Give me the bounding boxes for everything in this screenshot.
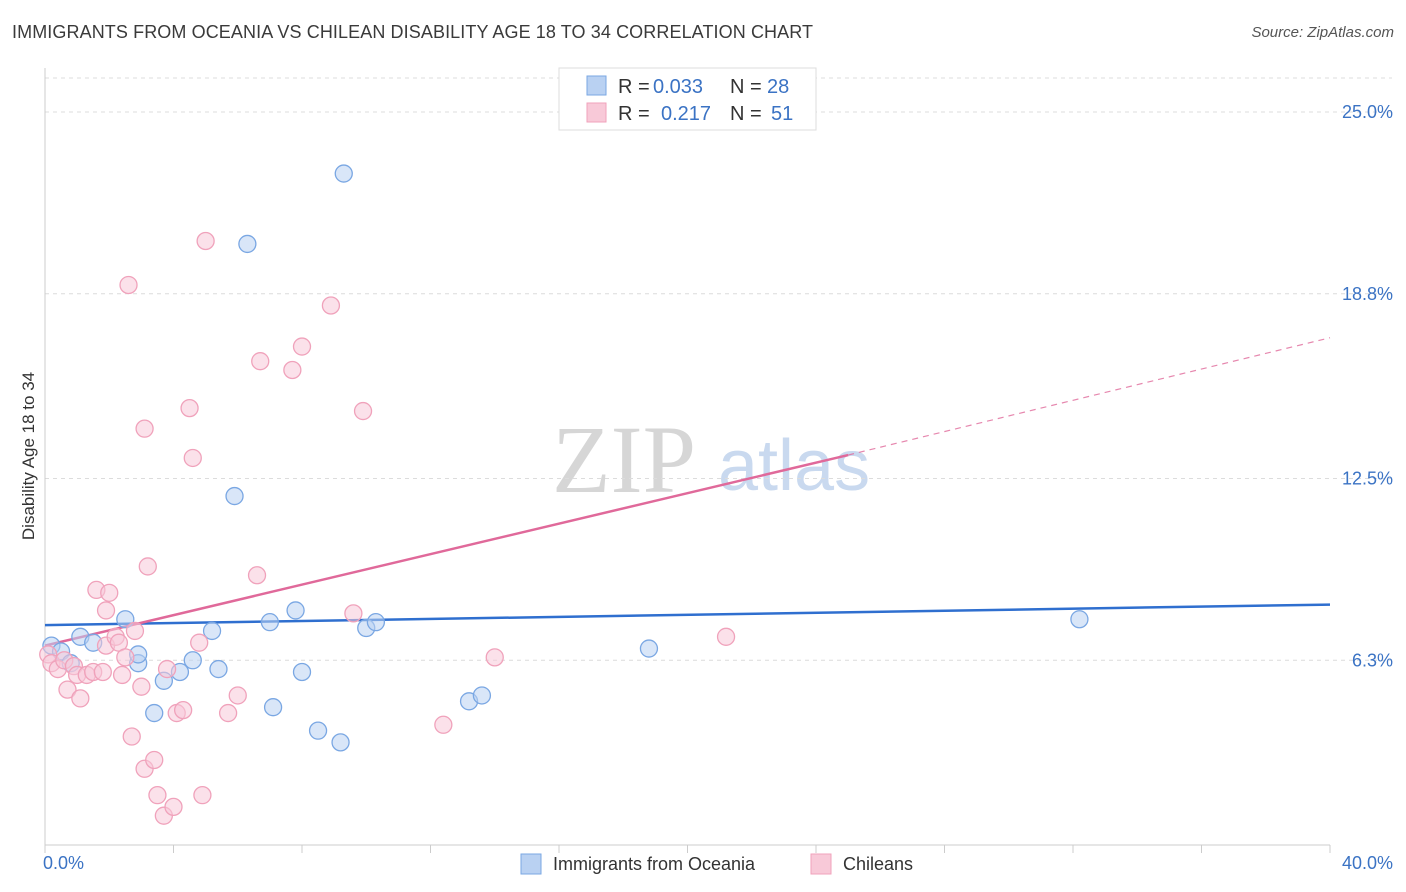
watermark-zip: ZIP — [552, 406, 696, 513]
point-chileans-41 — [251, 352, 270, 371]
point-chileans-47 — [434, 715, 453, 734]
legend-box: R = 0.033 N = 28 R = 0.217 N = 51 — [558, 67, 817, 131]
point-chileans-32 — [173, 700, 193, 720]
point-chileans-12 — [96, 601, 116, 620]
point-chileans-33 — [180, 398, 199, 418]
y-tick-label-2: 12.5% — [1342, 468, 1393, 488]
legend-n-label-2: N = — [730, 103, 762, 125]
legend-n-value-2: 51 — [771, 103, 793, 125]
point-oceania-16 — [260, 613, 280, 632]
legend-n-label-1: N = — [730, 76, 762, 98]
point-oceania-12 — [202, 621, 222, 641]
legend-r-value-1: 0.033 — [653, 76, 703, 98]
point-oceania-5 — [116, 610, 135, 629]
point-oceania-21 — [331, 733, 350, 752]
grid-lines — [45, 77, 1392, 661]
point-chileans-29 — [157, 659, 177, 679]
point-chileans-36 — [193, 786, 212, 805]
point-chileans-43 — [292, 337, 312, 356]
legend-n-value-1: 28 — [767, 76, 789, 98]
bottom-legend-swatch-oceania — [520, 853, 542, 875]
legend-r-label-2: R = — [618, 103, 650, 125]
point-chileans-30 — [164, 797, 183, 817]
point-oceania-17 — [263, 698, 283, 717]
point-oceania-24 — [366, 613, 386, 632]
chart-source: Source: ZipAtlas.com — [1251, 24, 1394, 41]
data-points — [39, 164, 1089, 825]
chart-title: IMMIGRANTS FROM OCEANIA VS CHILEAN DISAB… — [12, 22, 814, 42]
point-oceania-13 — [209, 659, 228, 679]
point-oceania-28 — [1070, 610, 1089, 629]
legend-swatch-chileans — [586, 102, 607, 123]
point-oceania-11 — [183, 651, 202, 670]
y-axis-label: Disability Age 18 to 34 — [19, 372, 38, 540]
trend-line-oceania — [44, 603, 1331, 627]
point-oceania-18 — [286, 601, 305, 620]
point-oceania-19 — [292, 662, 312, 682]
trend-line-chileans — [44, 453, 849, 647]
point-chileans-34 — [183, 448, 202, 468]
point-chileans-14 — [100, 583, 119, 602]
point-chileans-39 — [228, 686, 247, 705]
y-tick-labels: 25.0% 18.8% 12.5% 6.3% — [1342, 102, 1393, 670]
point-chileans-27 — [148, 786, 167, 805]
y-tick-label-0: 25.0% — [1342, 102, 1393, 122]
point-chileans-26 — [145, 750, 164, 770]
legend-r-value-2: 0.217 — [661, 103, 711, 125]
point-oceania-27 — [639, 639, 659, 658]
point-chileans-7 — [71, 689, 90, 708]
point-chileans-44 — [321, 296, 341, 315]
point-chileans-19 — [119, 275, 138, 295]
point-chileans-20 — [122, 727, 141, 746]
trend-line-chileans-extension — [847, 337, 1331, 456]
bottom-legend-label-oceania: Immigrants from Oceania — [553, 854, 756, 874]
point-chileans-17 — [112, 665, 132, 685]
point-chileans-35 — [190, 633, 209, 652]
point-chileans-45 — [344, 604, 363, 623]
point-chileans-4 — [58, 680, 77, 699]
y-tick-label-3: 6.3% — [1352, 650, 1393, 670]
legend-swatch-oceania — [586, 75, 607, 96]
point-oceania-20 — [308, 721, 328, 740]
point-chileans-48 — [485, 648, 504, 667]
point-oceania-26 — [472, 686, 492, 705]
watermark-atlas: atlas — [718, 426, 870, 506]
point-chileans-40 — [247, 566, 267, 585]
point-chileans-49 — [716, 627, 736, 646]
point-chileans-46 — [353, 401, 373, 421]
bottom-legend: Immigrants from Oceania Chileans — [520, 853, 913, 875]
point-chileans-21 — [125, 621, 145, 641]
point-chileans-11 — [93, 662, 112, 682]
point-chileans-22 — [132, 677, 151, 696]
legend-r-label-1: R = — [618, 76, 650, 98]
trend-lines — [44, 337, 1331, 647]
x-tick-label-max: 40.0% — [1342, 853, 1393, 873]
point-oceania-8 — [145, 703, 164, 723]
point-oceania-22 — [334, 164, 353, 183]
x-tick-label-min: 0.0% — [43, 853, 84, 873]
point-chileans-38 — [218, 703, 238, 723]
point-oceania-15 — [238, 234, 257, 254]
point-chileans-18 — [116, 648, 135, 667]
point-chileans-42 — [283, 360, 302, 380]
point-chileans-25 — [138, 557, 157, 576]
axes — [44, 68, 1331, 853]
bottom-legend-swatch-chileans — [810, 853, 832, 875]
point-chileans-37 — [196, 231, 215, 251]
point-oceania-14 — [225, 486, 244, 506]
bottom-legend-label-chileans: Chileans — [843, 854, 913, 874]
y-tick-label-1: 18.8% — [1342, 284, 1393, 304]
point-chileans-24 — [135, 419, 154, 438]
